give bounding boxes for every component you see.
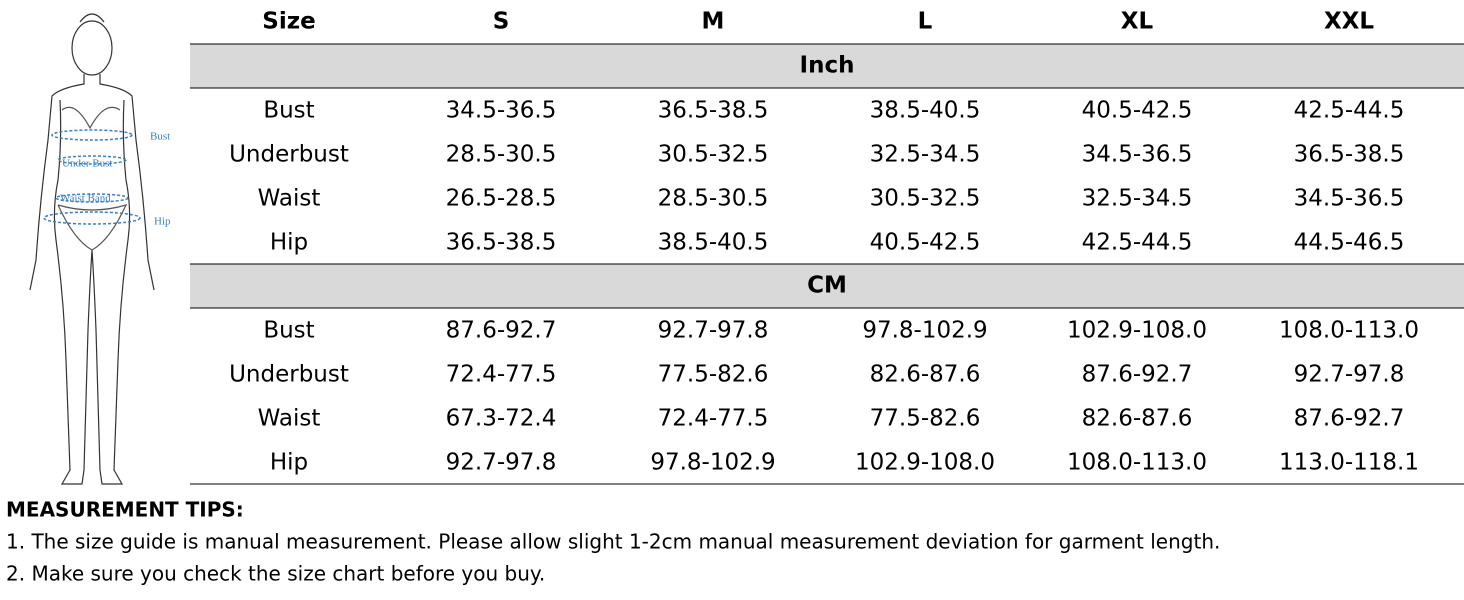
size-cell: 32.5-34.5 (870, 142, 981, 168)
size-cell: 34.5-36.5 (1294, 186, 1405, 212)
section-band (190, 44, 1464, 88)
measure-lines (43, 129, 141, 225)
size-cell: 92.7-97.8 (446, 450, 557, 476)
size-cell: 36.5-38.5 (1294, 142, 1405, 168)
size-cell: 40.5-42.5 (1082, 98, 1193, 124)
section-title: Inch (800, 53, 855, 79)
size-cell: 26.5-28.5 (446, 186, 557, 212)
size-cell: 108.0-113.0 (1067, 450, 1207, 476)
size-cell: 36.5-38.5 (446, 230, 557, 256)
size-cell: 113.0-118.1 (1279, 450, 1419, 476)
figure-label: Under Bust (62, 158, 112, 170)
size-cell: 38.5-40.5 (658, 230, 769, 256)
size-cell: 108.0-113.0 (1279, 318, 1419, 344)
size-cell: 87.6-92.7 (446, 318, 557, 344)
tip-item: 1. The size guide is manual measurement.… (6, 530, 1220, 554)
size-cell: 87.6-92.7 (1294, 406, 1405, 432)
figure-label: Hip (154, 216, 171, 228)
size-cell: 102.9-108.0 (1067, 318, 1207, 344)
header-cell: Size (262, 9, 315, 35)
row-label: Waist (258, 406, 321, 432)
size-cell: 30.5-32.5 (658, 142, 769, 168)
size-cell: 72.4-77.5 (446, 362, 557, 388)
size-cell: 34.5-36.5 (446, 98, 557, 124)
header-cell: L (918, 9, 933, 35)
size-cell: 38.5-40.5 (870, 98, 981, 124)
row-label: Underbust (229, 362, 349, 388)
size-cell: 30.5-32.5 (870, 186, 981, 212)
size-cell: 42.5-44.5 (1082, 230, 1193, 256)
size-cell: 102.9-108.0 (855, 450, 995, 476)
header-cell: S (493, 9, 510, 35)
row-label: Bust (263, 98, 314, 124)
size-cell: 28.5-30.5 (658, 186, 769, 212)
section-title: CM (807, 273, 847, 299)
size-cell: 42.5-44.5 (1294, 98, 1405, 124)
figure-label: Bust (150, 131, 170, 143)
size-cell: 67.3-72.4 (446, 406, 557, 432)
figure-label: Waist Band (60, 193, 111, 205)
size-cell: 34.5-36.5 (1082, 142, 1193, 168)
size-cell: 40.5-42.5 (870, 230, 981, 256)
size-cell: 92.7-97.8 (1294, 362, 1405, 388)
size-cell: 77.5-82.6 (658, 362, 769, 388)
size-cell: 97.8-102.9 (650, 450, 775, 476)
header-cell: XXL (1324, 9, 1374, 35)
tip-item: 2. Make sure you check the size chart be… (6, 562, 545, 586)
size-cell: 87.6-92.7 (1082, 362, 1193, 388)
row-label: Hip (270, 450, 308, 476)
row-label: Hip (270, 230, 308, 256)
size-cell: 77.5-82.6 (870, 406, 981, 432)
size-cell: 28.5-30.5 (446, 142, 557, 168)
tips-title: MEASUREMENT TIPS: (6, 498, 244, 522)
section-band (190, 264, 1464, 308)
header-cell: M (702, 9, 725, 35)
size-cell: 82.6-87.6 (1082, 406, 1193, 432)
row-label: Underbust (229, 142, 349, 168)
size-cell: 44.5-46.5 (1294, 230, 1405, 256)
size-cell: 82.6-87.6 (870, 362, 981, 388)
size-cell: 32.5-34.5 (1082, 186, 1193, 212)
size-cell: 36.5-38.5 (658, 98, 769, 124)
size-cell: 92.7-97.8 (658, 318, 769, 344)
row-label: Bust (263, 318, 314, 344)
row-label: Waist (258, 186, 321, 212)
body-figure (29, 13, 155, 485)
header-cell: XL (1121, 9, 1154, 35)
size-cell: 72.4-77.5 (658, 406, 769, 432)
size-cell: 97.8-102.9 (862, 318, 987, 344)
